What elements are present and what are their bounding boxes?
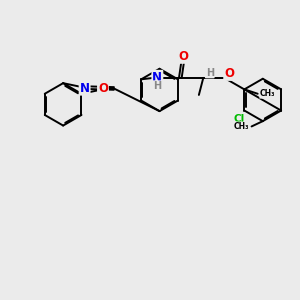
Text: Cl: Cl <box>233 114 245 124</box>
Text: N: N <box>80 82 90 95</box>
Text: N: N <box>152 71 162 84</box>
Text: O: O <box>224 67 234 80</box>
Text: O: O <box>178 50 188 63</box>
Text: O: O <box>98 82 108 95</box>
Text: CH₃: CH₃ <box>260 89 275 98</box>
Text: H: H <box>206 68 214 78</box>
Text: CH₃: CH₃ <box>234 122 250 131</box>
Text: H: H <box>153 81 161 91</box>
